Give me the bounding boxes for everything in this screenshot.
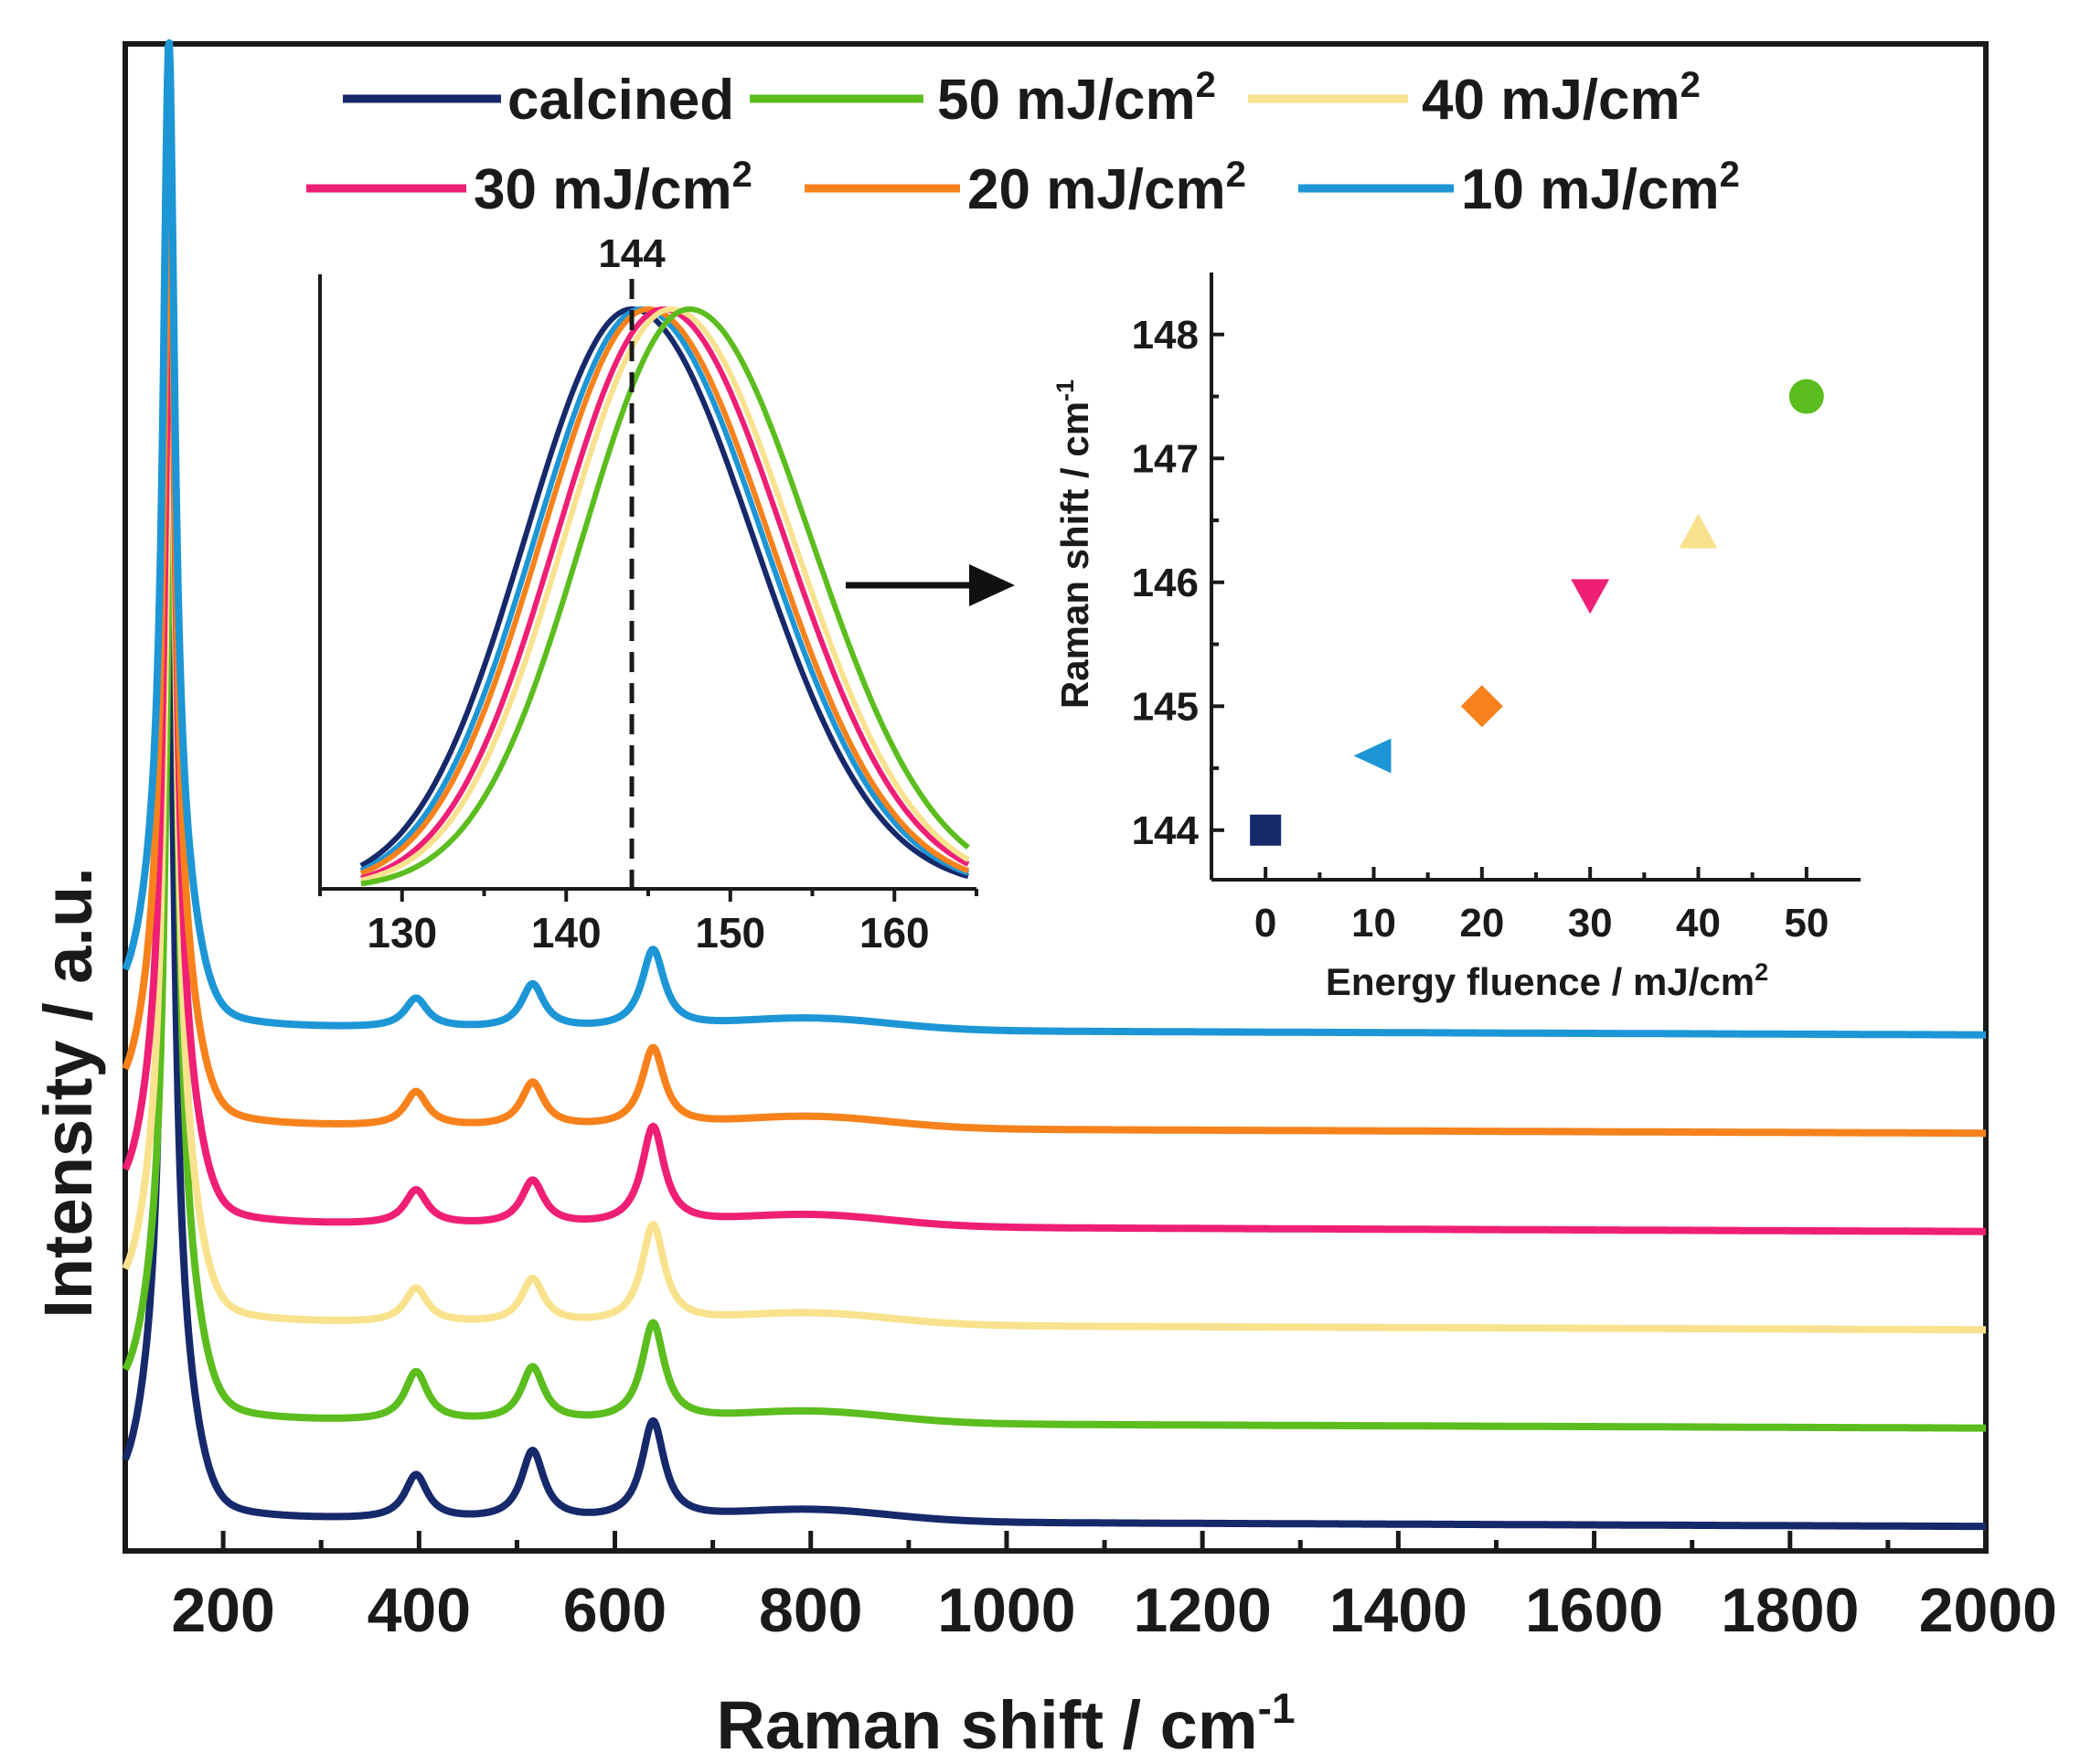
inset-zoom-peak-label: 144 xyxy=(598,231,666,276)
main-plot-frame xyxy=(123,41,1989,1554)
inset-shift-y-label-sup: -1 xyxy=(1051,380,1079,401)
data-point-triangle-down xyxy=(1571,579,1610,615)
series-line-30-mj-cm2 xyxy=(122,233,1989,1235)
inset-zoom-x-tick-label: 150 xyxy=(695,909,765,957)
inset-shift-y-tick-label: 147 xyxy=(1132,436,1199,481)
series-line-50-mj-cm2 xyxy=(122,433,1989,1432)
inset-zoom-series-group xyxy=(359,279,970,889)
series-line-calcined xyxy=(122,528,1989,1531)
legend-label: calcined xyxy=(507,69,734,132)
inset-zoom-line-40-mj-cm2 xyxy=(360,306,970,883)
inset-shift-y-tick-label: 144 xyxy=(1132,808,1200,853)
inset-shift-x-tick-label: 10 xyxy=(1351,901,1396,946)
inset-shift-x-tick-label: 20 xyxy=(1459,901,1504,946)
inset-zoom-plot: 130 140 150 160 144 xyxy=(318,231,978,957)
inset-shift-x-tick-label: 0 xyxy=(1254,901,1276,946)
main-x-axis-label: Raman shift / cm-1 xyxy=(716,1684,1295,1763)
inset-shift-x-tick-label: 50 xyxy=(1784,901,1829,946)
data-point-triangle-left xyxy=(1353,738,1392,774)
main-x-tick-label: 600 xyxy=(563,1576,667,1645)
data-point-square xyxy=(1250,814,1282,846)
inset-zoom-line-10-mj-cm2 xyxy=(359,306,970,876)
inset-zoom-line-20-mj-cm2 xyxy=(359,305,970,876)
inset-shift-y-tick-label: 145 xyxy=(1132,684,1199,729)
data-point-diamond xyxy=(1460,685,1503,728)
main-y-axis-label: Intensity / a.u. xyxy=(30,867,106,1318)
main-x-tick-label: 1600 xyxy=(1525,1576,1663,1645)
main-x-axis-ticks: 200 400 600 800 1000 1200 1400 1600 1800 2000 xyxy=(123,1531,2057,1645)
main-x-tick-label: 1000 xyxy=(937,1576,1075,1645)
inset-shift-x-axis-label: Energy fluence / mJ/cm2 xyxy=(1326,958,1768,1003)
legend-label: 20 mJ/cm2 xyxy=(967,155,1246,221)
main-plot: 200 400 600 800 1000 1200 1400 1600 1800 2000 Int… xyxy=(30,38,2057,1763)
inset-shift-x-label-sup: 2 xyxy=(1755,958,1768,986)
inset-shift-y-tick-label: 148 xyxy=(1132,313,1199,358)
data-point-triangle-up xyxy=(1679,513,1718,549)
main-x-tick-label: 400 xyxy=(368,1576,471,1645)
inset-shift-y-axis-label: Raman shift / cm-1 xyxy=(1051,380,1096,709)
inset-shift-y-label-text: Raman shift / cm xyxy=(1053,401,1096,709)
main-x-tick-label: 1800 xyxy=(1721,1576,1859,1645)
main-x-tick-label: 1400 xyxy=(1329,1576,1467,1645)
inset-zoom-line-calcined xyxy=(359,305,969,880)
main-x-tick-label: 2000 xyxy=(1919,1576,2057,1645)
inset-shift-x-tick-label: 40 xyxy=(1676,901,1721,946)
arrow-right-icon xyxy=(846,564,1015,606)
main-x-tick-label: 800 xyxy=(759,1576,862,1645)
series-line-40-mj-cm2 xyxy=(122,334,1989,1334)
inset-zoom-x-tick-label: 140 xyxy=(531,909,602,957)
series-line-10-mj-cm2 xyxy=(122,38,1989,1039)
data-point-circle xyxy=(1788,379,1824,414)
series-line-20-mj-cm2 xyxy=(122,134,1989,1138)
inset-shift-x-tick-label: 30 xyxy=(1568,901,1613,946)
inset-zoom-x-tick-label: 160 xyxy=(859,909,930,957)
inset-shift-axes: 144 145 146 147 148 0 10 20 30 40 50 xyxy=(1132,273,1861,946)
inset-shift-plot: 144 145 146 147 148 0 10 20 30 40 50 Raman shift /… xyxy=(1051,273,1861,1003)
main-x-tick-label: 200 xyxy=(171,1576,274,1645)
main-x-tick-label: 1200 xyxy=(1134,1576,1272,1645)
inset-shift-points xyxy=(1250,379,1824,846)
main-series-group xyxy=(122,38,1989,1531)
legend-label: 10 mJ/cm2 xyxy=(1461,155,1740,221)
inset-zoom-x-tick-label: 130 xyxy=(367,909,437,957)
legend-label: 30 mJ/cm2 xyxy=(474,155,752,221)
main-x-axis-label-text: Raman shift / cm xyxy=(716,1687,1257,1763)
legend-label: 40 mJ/cm2 xyxy=(1422,65,1701,132)
inset-shift-x-label-text: Energy fluence / mJ/cm xyxy=(1326,960,1755,1003)
inset-zoom-line-50-mj-cm2 xyxy=(360,305,970,887)
legend-label: 50 mJ/cm2 xyxy=(937,65,1216,132)
inset-shift-y-tick-label: 146 xyxy=(1132,561,1199,605)
inset-zoom-axes: 130 140 150 160 xyxy=(318,274,978,957)
main-x-axis-label-sup: -1 xyxy=(1258,1684,1296,1732)
legend: calcined 50 mJ/cm2 40 mJ/cm2 30 mJ/cm2 20 mJ… xyxy=(306,65,1740,221)
